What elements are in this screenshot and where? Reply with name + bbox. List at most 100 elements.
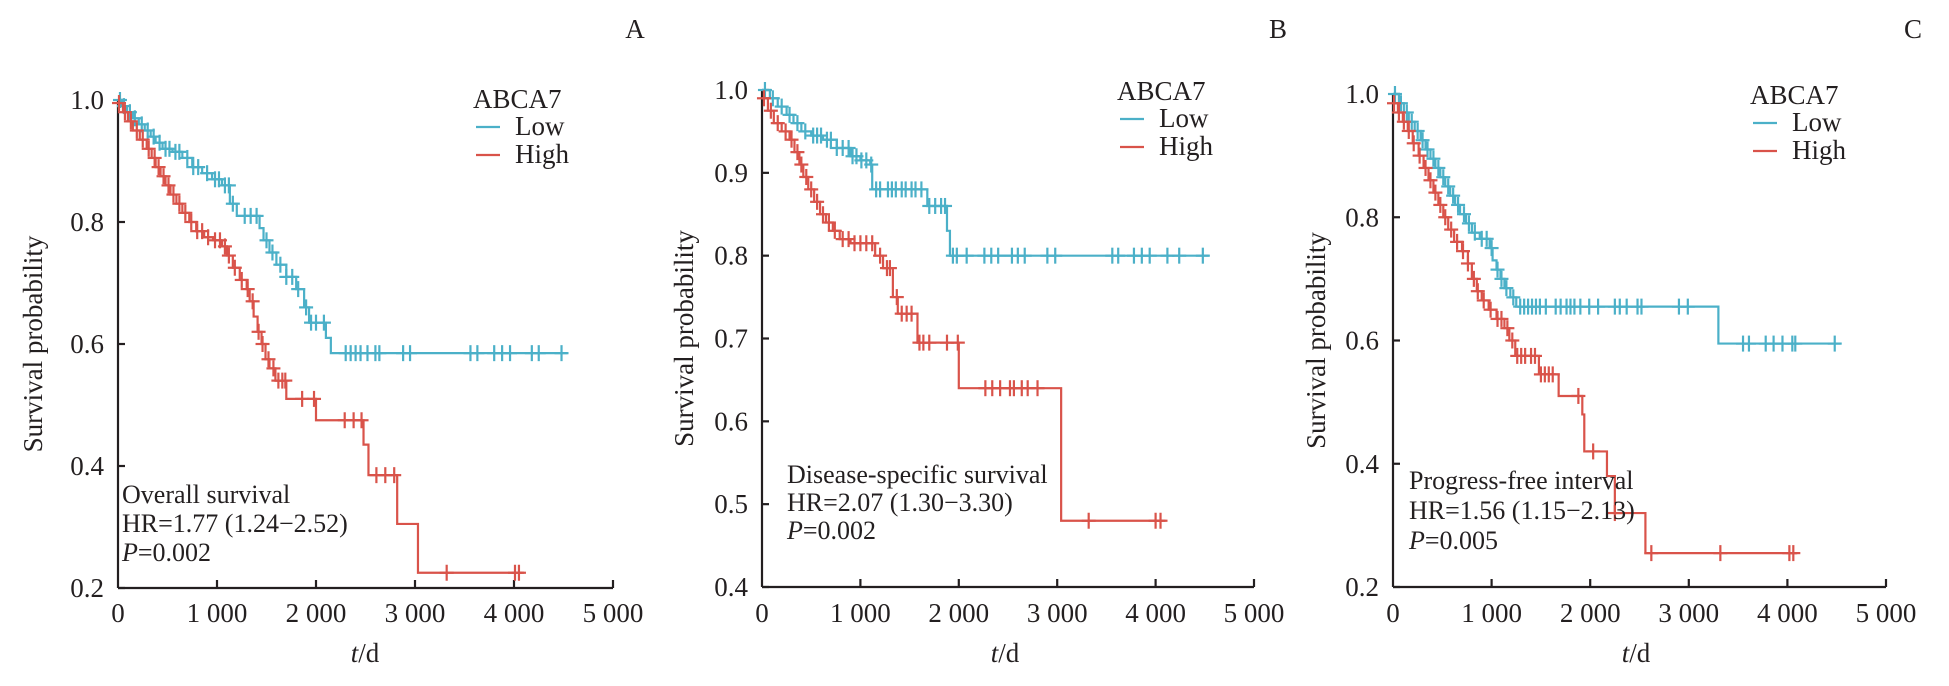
x-tick-label: 4 000 bbox=[1125, 598, 1186, 628]
km-curve-low bbox=[118, 98, 568, 355]
legend-title: ABCA7 bbox=[1750, 80, 1839, 110]
x-tick-label: 4 000 bbox=[1757, 598, 1818, 628]
censor-mark bbox=[1571, 387, 1586, 404]
censor-mark bbox=[1527, 347, 1542, 364]
censor-mark bbox=[295, 390, 310, 407]
censor-mark bbox=[1788, 335, 1803, 352]
censor-mark bbox=[117, 104, 132, 121]
censor-mark bbox=[794, 156, 809, 173]
y-axis-title: Survival probability bbox=[669, 230, 699, 447]
censor-mark bbox=[865, 235, 880, 252]
p-symbol: P bbox=[786, 516, 803, 545]
km-curve-high bbox=[762, 97, 1166, 522]
censor-mark bbox=[227, 259, 242, 276]
panel-label: C bbox=[1904, 14, 1922, 44]
series-high bbox=[756, 90, 1168, 529]
x-axis-title: t/d bbox=[1622, 638, 1651, 668]
censor-mark bbox=[1423, 172, 1438, 189]
series-high bbox=[1386, 95, 1801, 562]
censor-mark bbox=[439, 564, 454, 581]
censor-mark bbox=[403, 345, 418, 362]
censor-mark bbox=[372, 345, 387, 362]
censor-mark bbox=[1081, 512, 1096, 529]
censor-mark bbox=[1433, 196, 1448, 213]
censor-mark bbox=[1827, 335, 1842, 352]
censor-mark bbox=[790, 115, 805, 132]
censor-mark bbox=[307, 390, 322, 407]
series-high bbox=[111, 95, 526, 581]
censor-mark bbox=[1634, 298, 1649, 315]
x-tick-label: 3 000 bbox=[1658, 598, 1719, 628]
censor-mark bbox=[273, 256, 288, 273]
y-tick-label: 0.5 bbox=[714, 489, 748, 519]
censor-mark bbox=[821, 214, 836, 231]
censor-mark bbox=[914, 181, 929, 198]
censor-mark bbox=[798, 123, 813, 140]
censor-mark bbox=[1451, 196, 1466, 213]
censor-mark bbox=[162, 140, 177, 157]
censor-mark bbox=[1446, 187, 1461, 204]
censor-mark bbox=[1160, 247, 1175, 264]
censor-mark bbox=[1444, 221, 1459, 238]
x-tick-label: 0 bbox=[1386, 598, 1400, 628]
censor-mark bbox=[221, 247, 236, 264]
censor-mark bbox=[1644, 545, 1659, 562]
y-tick-label: 0.8 bbox=[714, 241, 748, 271]
censor-mark bbox=[1545, 366, 1560, 383]
legend-label-high: High bbox=[515, 139, 570, 169]
censor-mark bbox=[1428, 184, 1443, 201]
censor-mark bbox=[959, 247, 974, 264]
survival-type-label: Progress-free interval bbox=[1409, 466, 1634, 495]
censor-mark bbox=[291, 281, 306, 298]
survival-type-label: Disease-specific survival bbox=[787, 460, 1048, 489]
censor-mark bbox=[1484, 240, 1499, 257]
censor-mark bbox=[1456, 206, 1471, 223]
x-tick-label: 5 000 bbox=[1856, 598, 1917, 628]
censor-mark bbox=[1499, 280, 1514, 297]
censor-mark bbox=[172, 143, 187, 160]
panel-label: A bbox=[625, 14, 645, 44]
censor-mark bbox=[1412, 147, 1427, 164]
censor-mark bbox=[1461, 215, 1476, 232]
x-tick-label: 2 000 bbox=[1560, 598, 1621, 628]
y-tick-label: 0.8 bbox=[1345, 202, 1379, 232]
censor-mark bbox=[1048, 247, 1063, 264]
x-axis-title-unit: /d bbox=[358, 638, 380, 668]
censor-mark bbox=[784, 131, 799, 148]
censor-mark bbox=[790, 144, 805, 161]
censor-mark bbox=[1426, 150, 1441, 167]
censor-mark bbox=[156, 168, 171, 185]
censor-mark bbox=[172, 195, 187, 212]
censor-mark bbox=[1391, 104, 1406, 121]
p-value: =0.002 bbox=[138, 538, 211, 567]
censor-mark bbox=[554, 345, 569, 362]
y-tick-label: 0.4 bbox=[714, 572, 748, 602]
censor-mark bbox=[1431, 159, 1446, 176]
censor-mark bbox=[240, 281, 255, 298]
censor-mark bbox=[1586, 443, 1601, 460]
censor-mark bbox=[266, 360, 281, 377]
censor-mark bbox=[841, 231, 856, 248]
censor-mark bbox=[255, 336, 270, 352]
censor-mark bbox=[1741, 335, 1756, 352]
censor-mark bbox=[166, 186, 181, 203]
x-axis-title-var: t bbox=[1622, 638, 1631, 668]
censor-mark bbox=[1418, 159, 1433, 176]
censor-mark bbox=[259, 232, 274, 249]
censor-mark bbox=[387, 467, 402, 484]
legend-label-low: Low bbox=[1792, 107, 1842, 137]
censor-mark bbox=[1396, 113, 1411, 130]
censor-mark bbox=[1420, 141, 1435, 158]
y-tick-label: 0.4 bbox=[70, 451, 104, 481]
x-tick-label: 1 000 bbox=[830, 598, 891, 628]
censor-mark bbox=[1500, 320, 1515, 337]
censor-mark bbox=[991, 247, 1006, 264]
censor-mark bbox=[261, 351, 276, 368]
censor-mark bbox=[1017, 247, 1032, 264]
censor-mark bbox=[1386, 95, 1401, 112]
censor-mark bbox=[1460, 255, 1475, 272]
